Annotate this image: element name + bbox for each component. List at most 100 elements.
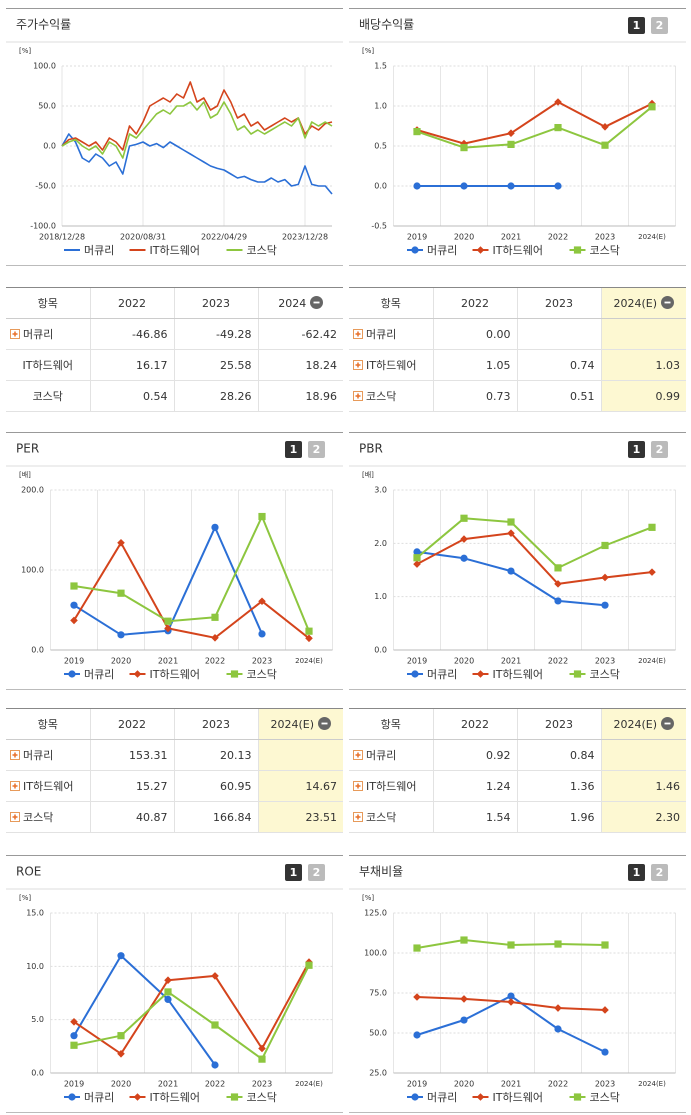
page-button[interactable] [628,441,645,458]
page-button[interactable] [628,864,645,881]
page-button-label: 2 [656,443,664,456]
page-button[interactable] [285,441,302,458]
expand-icon[interactable] [353,360,363,370]
cell-value: 1.03 [655,358,681,372]
x-tick-label: 2024(E) [638,233,666,241]
cell-value: 1.54 [486,810,511,824]
table-row: 코스닥 40.87 166.84 23.51 [6,801,343,833]
page-button[interactable] [308,864,325,881]
value-cell: 2.30 [600,801,686,833]
row-name: 머큐리 [23,328,54,341]
row-name-cell: 코스닥 [349,801,433,833]
expand-icon[interactable] [10,750,20,760]
x-tick-label: 2020 [111,657,131,666]
legend-label: 코스닥 [247,668,277,681]
x-tick-label: 2023 [595,657,615,666]
cell-value: 18.96 [305,389,338,403]
header-text: 2023 [202,717,230,731]
marker [554,940,562,948]
y-tick-label: -0.5 [371,222,387,231]
marker [554,1025,562,1033]
header-cell: 2022 [432,288,517,319]
page-button[interactable] [651,864,668,881]
header-cell: 2023 [173,709,258,740]
marker [413,182,421,190]
header-cell: 2024 [257,288,343,319]
unit-label: [%] [19,894,31,902]
marker [507,140,515,148]
marker [413,548,421,556]
marker [601,601,609,609]
row-name-cell: 머큐리 [349,318,433,350]
marker [554,1004,562,1012]
marker [460,1016,468,1024]
collapse-icon[interactable] [310,296,324,309]
value-cell: 0.99 [600,380,686,412]
cell-value: 0.00 [486,327,511,341]
x-tick-label: 2021 [501,1080,521,1089]
marker [648,568,656,576]
x-tick-label: 2020 [454,1080,474,1089]
y-tick-label: 0.5 [374,142,387,151]
expand-icon[interactable] [353,391,363,401]
page-button[interactable] [651,17,668,34]
y-tick-label: 1.5 [374,62,387,71]
y-tick-label: 0.0 [43,142,56,151]
y-tick-label: 25.0 [369,1069,387,1078]
expand-icon[interactable] [10,812,20,822]
header-text: 2022 [461,717,489,731]
value-cell [600,318,686,350]
expand-icon[interactable] [353,750,363,760]
value-cell: -49.28 [173,318,258,350]
marker [601,1048,609,1056]
chart-title: PBR [359,442,383,456]
chart-panel: 주가수익률 [%] -100.0 -50.0 0.0 50.0 100.0 2018/12/2… [6,8,343,266]
chart: 배당수익률 1 2 [%] -0.5 0.0 0.5 1.0 1.5 2019 2020 2021 20… [349,17,686,257]
y-tick-label: -50.0 [35,182,56,191]
chart-title: ROE [16,865,41,879]
x-tick-label: 2023 [252,1080,272,1089]
expand-icon[interactable] [353,812,363,822]
header-text: 2023 [545,717,573,731]
collapse-icon[interactable] [661,717,675,730]
marker [573,246,582,254]
page-button[interactable] [651,441,668,458]
y-tick-label: 1.0 [374,102,387,111]
marker [305,634,313,643]
value-cell: 1.36 [516,770,601,802]
cell-value: -46.86 [132,327,168,341]
header-cell: 2024(E) [257,709,343,740]
header-row: 항목 2022 2023 2024(E) [349,288,686,319]
page-button[interactable] [308,441,325,458]
expand-icon[interactable] [10,329,20,339]
chart-panel: PER 1 2 [배] 0.0 100.0 200.0 2019 2020 2021 2022 202… [6,432,343,690]
header-text: 2023 [202,296,230,310]
expand-icon[interactable] [353,781,363,791]
value-cell: 1.96 [516,801,601,833]
chart-panel: 부채비율 1 2 [%] 25.0 50.0 75.0 100.0 125.0 2019 2020 2… [349,855,686,1113]
value-cell: 0.74 [516,349,601,381]
legend-label: 머큐리 [84,244,114,257]
marker [460,535,468,543]
y-tick-label: 50.0 [38,102,56,111]
expand-icon[interactable] [353,329,363,339]
header-text: 2024(E) [613,718,658,731]
legend-label: IT하드웨어 [150,667,200,681]
marker [507,182,515,190]
x-tick-label: 2020 [454,233,474,242]
marker [554,564,562,572]
series-line [416,106,653,149]
collapse-icon[interactable] [661,296,675,309]
row-name: 코스닥 [366,390,397,403]
marker [601,941,609,949]
expand-icon[interactable] [10,781,20,791]
legend-label: IT하드웨어 [493,1090,543,1104]
marker [133,1093,142,1101]
page-button[interactable] [628,17,645,34]
x-tick-label: 2022 [205,1080,225,1089]
collapse-icon[interactable] [318,717,332,730]
y-tick-label: 5.0 [31,1015,44,1024]
value-cell: 18.96 [257,380,343,412]
marker [411,670,419,678]
page-button[interactable] [285,864,302,881]
